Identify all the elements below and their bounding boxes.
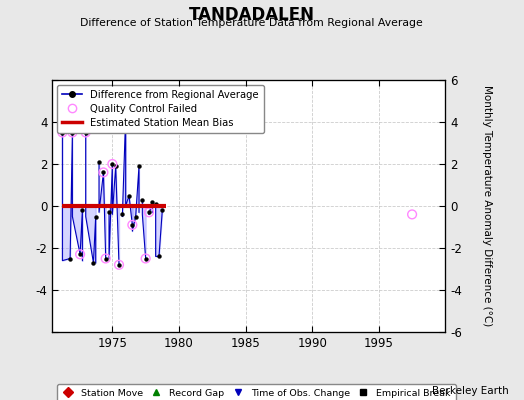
Text: TANDADALEN: TANDADALEN [189,6,314,24]
Point [108,161,116,167]
Point [115,262,123,268]
Point [82,129,90,136]
Legend: Station Move, Record Gap, Time of Obs. Change, Empirical Break: Station Move, Record Gap, Time of Obs. C… [57,384,456,400]
Point [99,169,107,176]
Point [102,255,110,262]
Point [141,255,150,262]
Y-axis label: Monthly Temperature Anomaly Difference (°C): Monthly Temperature Anomaly Difference (… [482,85,492,327]
Text: Difference of Station Temperature Data from Regional Average: Difference of Station Temperature Data f… [80,18,423,28]
Point [122,112,130,119]
Point [58,129,67,136]
Text: Berkeley Earth: Berkeley Earth [432,386,508,396]
Point [128,222,137,228]
Point [68,129,77,136]
Point [145,209,153,216]
Point [408,211,416,218]
Point [76,251,84,258]
